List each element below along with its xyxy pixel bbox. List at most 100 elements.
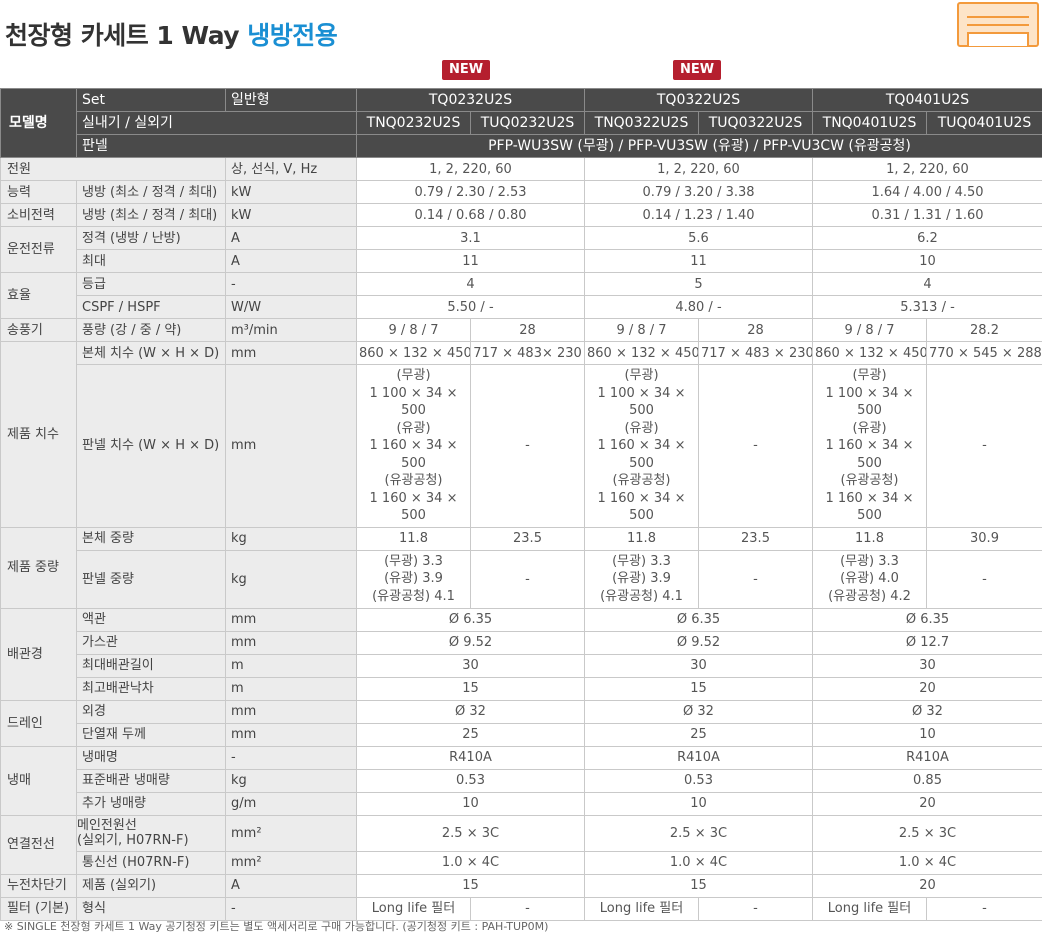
value-cell: 717 × 483 × 230 <box>698 341 813 365</box>
value-cell: 9 / 8 / 7 <box>356 318 471 342</box>
cassette-unit-icon <box>957 2 1039 47</box>
sub-label: 최대배관길이 <box>76 653 226 678</box>
value-cell: 5.50 / - <box>356 295 585 319</box>
value-cell: 860 × 132 × 450 <box>584 341 699 365</box>
value-cell: 10 <box>356 791 585 816</box>
value-cell: 20 <box>812 791 1042 816</box>
value-cell: R410A <box>812 745 1042 770</box>
value-cell: 2.5 × 3C <box>356 814 585 852</box>
row-label: 필터 (기본) <box>0 896 77 921</box>
value-cell: Ø 32 <box>812 699 1042 724</box>
value-cell: Ø 12.7 <box>812 630 1042 655</box>
value-cell: Ø 6.35 <box>356 607 585 632</box>
unit-name: TUQ0401U2S <box>926 111 1042 135</box>
value-cell: R410A <box>584 745 813 770</box>
value-cell: 25 <box>356 722 585 747</box>
unit-label: mm <box>225 364 357 528</box>
row-label: 배관경 <box>0 607 77 701</box>
value-cell: Long life 필터 <box>356 896 471 921</box>
value-cell: R410A <box>356 745 585 770</box>
row-label: 제품 중량 <box>0 526 77 609</box>
sub-label: 판넬 치수 (W × H × D) <box>76 364 226 528</box>
unit-label: A <box>225 873 357 898</box>
value-cell: 28 <box>470 318 585 342</box>
value-cell: 20 <box>812 676 1042 701</box>
value-cell: 1.0 × 4C <box>356 850 585 875</box>
row-label: 냉매 <box>0 745 77 816</box>
indoor-outdoor-label: 실내기 / 실외기 <box>76 111 357 135</box>
value-cell: 20 <box>812 873 1042 898</box>
value-cell: 1, 2, 220, 60 <box>812 157 1042 181</box>
sub-label: 냉방 (최소 / 정격 / 최대) <box>76 203 226 227</box>
unit-name: TNQ0401U2S <box>812 111 927 135</box>
sub-label: 최고배관낙차 <box>76 676 226 701</box>
unit-label: kW <box>225 180 357 204</box>
value-cell: 5.6 <box>584 226 813 250</box>
row-label: 능력 <box>0 180 77 204</box>
unit-label: m <box>225 653 357 678</box>
unit-label: mm² <box>225 850 357 875</box>
value-cell: 0.53 <box>356 768 585 793</box>
model-name: TQ0322U2S <box>584 88 813 112</box>
panel-value: PFP-WU3SW (무광) / PFP-VU3SW (유광) / PFP-VU… <box>356 134 1042 158</box>
value-cell: 3.1 <box>356 226 585 250</box>
value-cell: Long life 필터 <box>584 896 699 921</box>
sub-label: 통신선 (H07RN-F) <box>76 850 226 875</box>
sub-label: 가스관 <box>76 630 226 655</box>
value-cell: 0.79 / 3.20 / 3.38 <box>584 180 813 204</box>
value-cell: 30 <box>356 653 585 678</box>
value-cell: 0.85 <box>812 768 1042 793</box>
set-label: Set <box>76 88 226 112</box>
unit-label: mm² <box>225 814 357 852</box>
sub-label: 표준배관 냉매량 <box>76 768 226 793</box>
value-cell: 11.8 <box>812 526 927 551</box>
unit-label: A <box>225 249 357 273</box>
value-cell: 11.8 <box>356 526 471 551</box>
unit-label: A <box>225 226 357 250</box>
value-cell: 4 <box>356 272 585 296</box>
sub-label: 판넬 중량 <box>76 549 226 609</box>
unit-label: kg <box>225 768 357 793</box>
sub-label: 본체 치수 (W × H × D) <box>76 341 226 365</box>
sub-label: 정격 (냉방 / 난방) <box>76 226 226 250</box>
model-name: TQ0232U2S <box>356 88 585 112</box>
panel-label: 판넬 <box>76 134 357 158</box>
value-cell: 10 <box>584 791 813 816</box>
value-cell: - <box>470 896 585 921</box>
value-cell: 770 × 545 × 288 <box>926 341 1042 365</box>
unit-label: kW <box>225 203 357 227</box>
value-cell: 860 × 132 × 450 <box>812 341 927 365</box>
sub-label: 외경 <box>76 699 226 724</box>
unit-name: TUQ0322U2S <box>698 111 813 135</box>
value-cell: 15 <box>356 676 585 701</box>
model-name: TQ0401U2S <box>812 88 1042 112</box>
panel-weight-cell: (무광) 3.3 (유광) 4.0 (유광공청) 4.2 <box>812 549 927 609</box>
value-cell: 30 <box>812 653 1042 678</box>
value-cell: 15 <box>584 873 813 898</box>
unit-label: m³/min <box>225 318 357 342</box>
value-cell: - <box>470 549 585 609</box>
value-cell: 4 <box>812 272 1042 296</box>
unit-label: - <box>225 745 357 770</box>
value-cell: 1, 2, 220, 60 <box>356 157 585 181</box>
value-cell: 25 <box>584 722 813 747</box>
row-label: 연결전선 <box>0 814 77 875</box>
value-cell: 0.31 / 1.31 / 1.60 <box>812 203 1042 227</box>
unit-label: mm <box>225 630 357 655</box>
value-cell: 11 <box>584 249 813 273</box>
value-cell: 5 <box>584 272 813 296</box>
row-label: 누전차단기 <box>0 873 77 898</box>
set-type: 일반형 <box>225 88 357 112</box>
value-cell: - <box>926 364 1042 528</box>
value-cell: Ø 32 <box>356 699 585 724</box>
sub-label: 풍량 (강 / 중 / 약) <box>76 318 226 342</box>
row-label: 드레인 <box>0 699 77 747</box>
sub-label: 형식 <box>76 896 226 921</box>
sub-label: 등급 <box>76 272 226 296</box>
row-label: 소비전력 <box>0 203 77 227</box>
value-cell: 28 <box>698 318 813 342</box>
value-cell: 9 / 8 / 7 <box>584 318 699 342</box>
unit-name: TNQ0232U2S <box>356 111 471 135</box>
unit-name: TNQ0322U2S <box>584 111 699 135</box>
sub-label: 단열재 두께 <box>76 722 226 747</box>
